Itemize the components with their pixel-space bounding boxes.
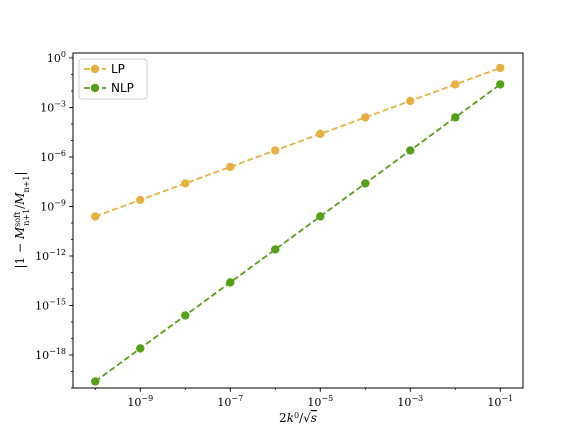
series-nlp [91,80,505,386]
data-point [181,311,190,320]
data-point [316,212,325,221]
x-tick-label: 10−9 [127,394,153,409]
data-point [496,63,505,73]
y-tick-label: 10−9 [40,198,66,213]
data-point [226,278,235,287]
y-tick-label: 10−12 [35,248,66,263]
y-axis-label: |1 − Msoftn+1/Mn+1| [13,171,31,268]
legend-marker [90,83,100,93]
x-axis-label: 2k0/√s [279,411,317,426]
legend-label: LP [111,62,125,76]
series-layer [91,63,505,386]
x-tick-label: 10−7 [217,394,243,409]
tick-labels: 10−9 10−7 10−5 10−3 10−1 100 10−3 10−6 10−9 10−12… [35,50,513,409]
data-point [136,195,145,205]
data-point [136,344,145,353]
x-tick-label: 10−3 [397,394,423,409]
plot-frame [72,52,524,389]
data-point [406,96,415,106]
y-tick-label: 10−18 [35,347,66,362]
plot-area [73,53,523,388]
legend-marker [90,64,100,74]
data-point [271,146,280,155]
series-lp [91,63,505,221]
data-point [271,245,280,254]
y-tick-label: 10−3 [40,99,66,114]
legend-label: NLP [111,81,134,95]
x-tick-label: 10−1 [487,394,513,409]
major-ticks [69,57,501,392]
data-point [316,129,325,139]
data-point [91,212,100,221]
y-tick-label: 10−15 [35,297,66,312]
data-point [451,80,460,89]
data-point [451,113,460,122]
data-point [496,80,505,89]
x-tick-label: 10−5 [307,394,333,409]
legend: LP NLP [78,58,148,100]
data-point [406,146,415,155]
data-point [91,377,100,386]
data-point [226,162,235,172]
legend-item-nlp: NLP [84,81,134,95]
y-tick-label: 10−6 [40,149,66,164]
data-point [361,113,370,122]
data-point [361,179,370,188]
series-line [94,83,501,383]
data-point [181,179,190,188]
y-tick-label: 100 [47,50,66,65]
legend-item-lp: LP [84,62,125,76]
